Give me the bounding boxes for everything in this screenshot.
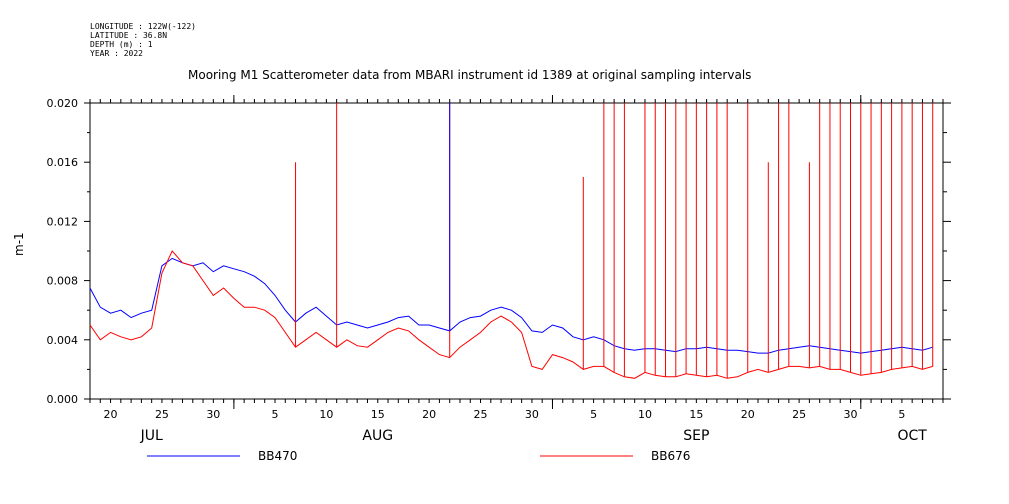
x-tick-label: 15: [371, 408, 385, 421]
y-tick-label: 0.008: [47, 275, 79, 288]
x-tick-label: 25: [474, 408, 488, 421]
plot-frame: [89, 102, 944, 400]
metadata-block: LONGITUDE : 122W(-122) LATITUDE : 36.8N …: [90, 22, 196, 58]
x-tick-label: 25: [792, 408, 806, 421]
y-tick-label: 0.016: [47, 156, 79, 169]
series-line-bb676: [89, 250, 933, 379]
x-tick-label: 30: [206, 408, 220, 421]
depth-label: DEPTH (m) : 1: [90, 40, 153, 49]
year-label: YEAR : 2022: [90, 49, 143, 58]
longitude-label: LONGITUDE : 122W(-122): [90, 22, 196, 31]
x-tick-label: 5: [590, 408, 597, 421]
y-tick-label: 0.020: [47, 97, 79, 110]
y-tick-label: 0.000: [47, 393, 79, 406]
legend-label-bb470: BB470: [258, 449, 297, 463]
month-label: OCT: [897, 428, 927, 444]
x-tick-label: 25: [155, 408, 169, 421]
y-tick-label: 0.012: [47, 215, 79, 228]
x-tick-label: 20: [422, 408, 436, 421]
latitude-label: LATITUDE : 36.8N: [90, 31, 168, 40]
x-tick-label: 20: [104, 408, 118, 421]
y-tick-label: 0.004: [47, 334, 79, 347]
x-tick-label: 10: [638, 408, 652, 421]
month-label: JUL: [140, 428, 163, 444]
legend-label-bb676: BB676: [651, 449, 690, 463]
x-tick-label: 30: [844, 408, 858, 421]
x-tick-label: 5: [271, 408, 278, 421]
month-label: AUG: [362, 428, 393, 444]
x-tick-label: 5: [898, 408, 905, 421]
x-tick-label: 15: [689, 408, 703, 421]
x-tick-label: 10: [319, 408, 333, 421]
month-label: SEP: [683, 428, 709, 444]
x-tick-label: 30: [525, 408, 539, 421]
series-line-bb470: [89, 257, 933, 354]
x-tick-label: 20: [741, 408, 755, 421]
chart-title: Mooring M1 Scatterometer data from MBARI…: [188, 68, 752, 82]
